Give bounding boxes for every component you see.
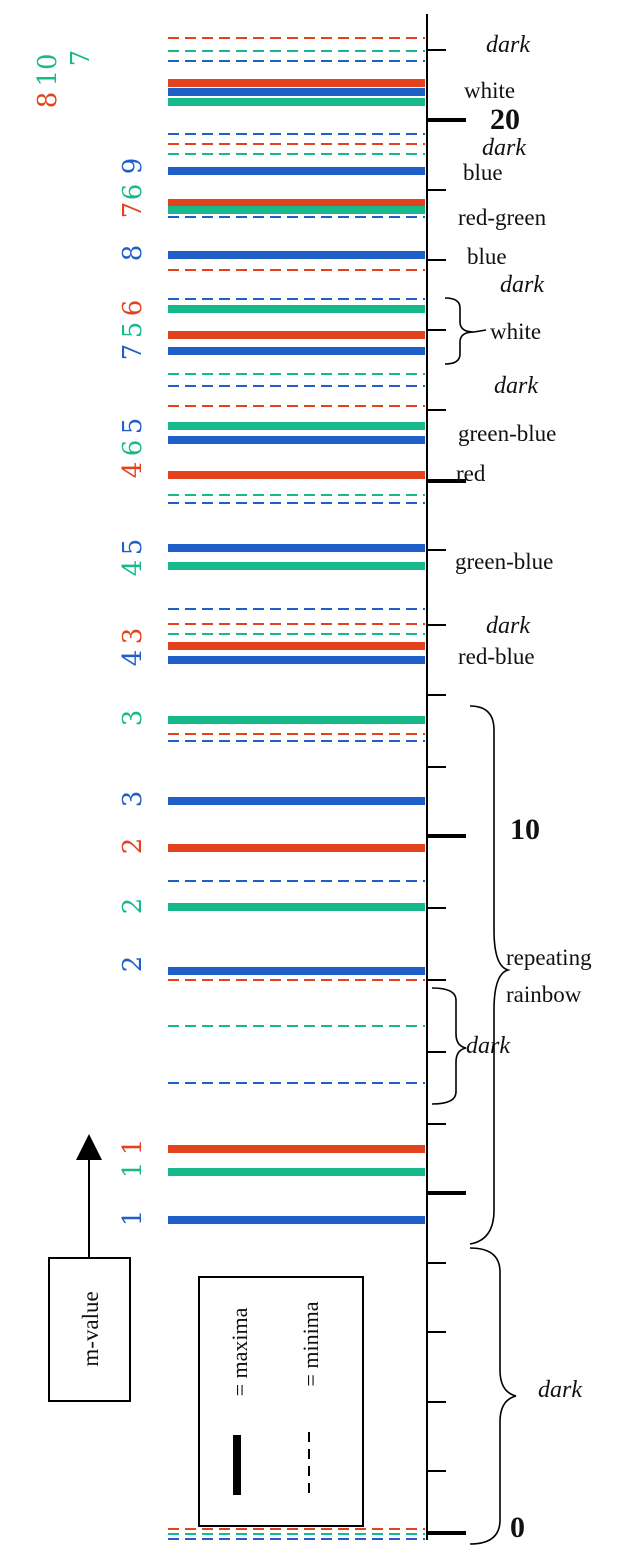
m-value-green: 3 xyxy=(118,710,148,727)
label-dark-5: dark xyxy=(486,613,530,639)
label-rainbow: rainbow xyxy=(506,982,582,1007)
legend-box xyxy=(198,1276,364,1527)
m-value-green: 6 xyxy=(118,440,148,457)
label-white-1: white xyxy=(464,78,515,103)
m-value-green: 2 xyxy=(118,898,148,915)
m-value-red: 4 xyxy=(118,462,148,479)
brace-dark-bottom xyxy=(469,1247,517,1545)
m-value-green: 5 xyxy=(118,322,148,339)
tick-label-20: 20 xyxy=(490,103,520,136)
m-value-blue: 4 xyxy=(118,650,148,667)
m-value-blue: 3 xyxy=(118,791,148,808)
label-dark-1: dark xyxy=(486,32,530,58)
mvalue-arrow-head xyxy=(76,1134,102,1160)
label-white-2: white xyxy=(490,319,541,344)
m-value-red: 6 xyxy=(118,300,148,317)
tick-label-0: 0 xyxy=(510,1511,525,1544)
brace-white-pointer xyxy=(473,329,487,333)
label-red: red xyxy=(456,461,486,486)
m-value-green: 10 xyxy=(33,53,63,86)
m-value-green: 4 xyxy=(118,560,148,577)
tick-label-10: 10 xyxy=(510,813,540,846)
m-value-blue: 5 xyxy=(118,539,148,556)
label-dark-6: dark xyxy=(466,1033,510,1059)
label-green-blue-2: green-blue xyxy=(455,549,553,574)
label-repeating: repeating xyxy=(506,945,592,970)
label-dark-4: dark xyxy=(494,373,538,399)
m-value-green: 1 xyxy=(118,1162,148,1179)
m-value-green: 6 xyxy=(118,184,148,201)
brace-dark-inner xyxy=(431,987,467,1105)
m-value-blue: 2 xyxy=(118,956,148,973)
axis-ticks xyxy=(427,49,466,1535)
mvalue-label: m-value xyxy=(78,1291,103,1366)
m-value-red: 8 xyxy=(33,92,63,109)
m-value-red: 3 xyxy=(118,628,148,645)
label-green-blue-1: green-blue xyxy=(458,421,556,446)
m-value-green: 7 xyxy=(66,50,96,67)
label-dark-7: dark xyxy=(538,1377,582,1403)
fringe-lines xyxy=(168,37,425,1540)
label-dark-2: dark xyxy=(482,135,526,161)
label-dark-3: dark xyxy=(500,272,544,298)
mvalue-box xyxy=(48,1257,131,1402)
label-blue-1: blue xyxy=(463,160,503,185)
m-value-red: 1 xyxy=(118,1139,148,1156)
m-value-red: 7 xyxy=(118,202,148,219)
legend-maxima-label: = maxima xyxy=(227,1307,252,1396)
label-blue-2: blue xyxy=(467,244,507,269)
brace-repeating xyxy=(469,705,511,1245)
m-value-red: 2 xyxy=(118,838,148,855)
m-value-blue: 5 xyxy=(118,418,148,435)
m-value-blue: 8 xyxy=(118,245,148,262)
brace-white xyxy=(444,297,475,365)
m-value-blue: 7 xyxy=(118,344,148,361)
m-value-blue: 1 xyxy=(118,1210,148,1227)
label-red-blue: red-blue xyxy=(458,644,535,669)
label-red-green: red-green xyxy=(458,205,547,230)
m-value-blue: 9 xyxy=(118,158,148,175)
legend-minima-label: = minima xyxy=(298,1301,323,1386)
